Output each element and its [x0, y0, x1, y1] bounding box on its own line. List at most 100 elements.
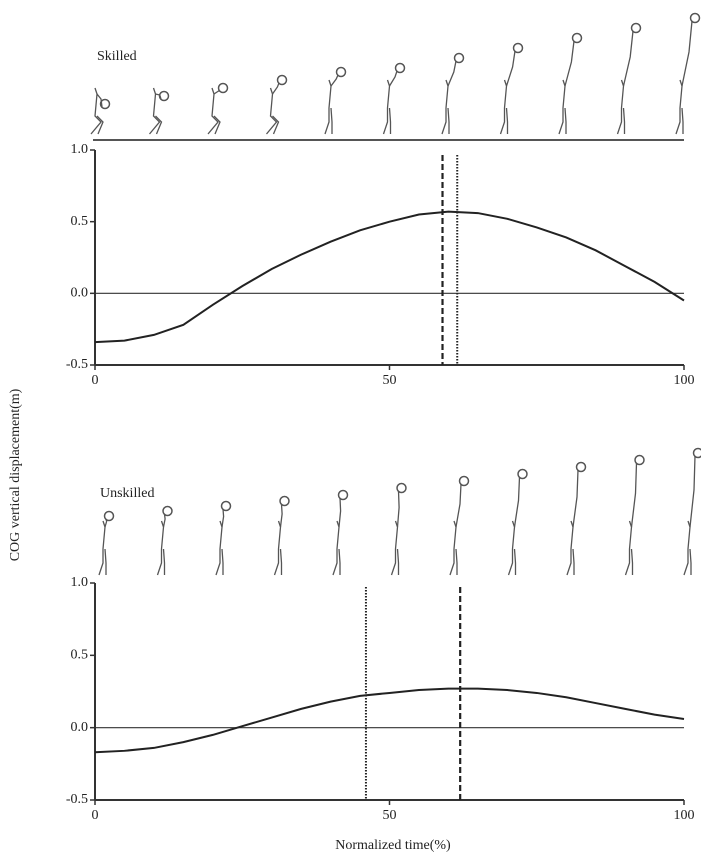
figure	[266, 87, 278, 135]
figure	[162, 513, 166, 528]
x-tick-label: 100	[674, 373, 695, 388]
ball	[394, 62, 406, 74]
x-tick-label: 100	[674, 808, 695, 823]
x-tick-label: 0	[92, 373, 99, 388]
figure	[98, 520, 106, 576]
figure	[271, 82, 280, 95]
ball	[335, 66, 347, 78]
figure	[221, 508, 225, 528]
ball	[630, 22, 642, 34]
figure	[689, 548, 692, 575]
figure	[616, 79, 625, 135]
figure	[96, 93, 103, 108]
ball	[103, 510, 115, 522]
figure	[455, 548, 458, 575]
figure	[388, 70, 398, 87]
figure	[447, 107, 450, 134]
ball	[220, 500, 232, 512]
figure	[338, 497, 342, 528]
x-tick-label: 50	[383, 373, 397, 388]
figure	[441, 79, 449, 135]
figure	[681, 20, 693, 87]
y-tick-label: 1.0	[71, 142, 89, 157]
figure	[675, 79, 683, 135]
data-line	[94, 687, 685, 754]
figure	[90, 87, 102, 135]
figure	[572, 469, 579, 528]
ball	[158, 90, 170, 102]
figure	[396, 490, 400, 528]
figure	[683, 520, 691, 576]
figure	[624, 520, 633, 576]
figure	[162, 548, 166, 575]
ball	[279, 495, 290, 507]
figure	[507, 520, 516, 576]
figure	[449, 520, 457, 576]
y-tick-label: -0.5	[66, 357, 88, 372]
figure	[388, 107, 392, 134]
figure	[221, 548, 224, 575]
ball	[517, 468, 528, 480]
figure	[155, 115, 163, 135]
figure	[149, 87, 161, 135]
figure	[622, 107, 626, 134]
figure	[273, 520, 282, 576]
figure	[382, 79, 391, 135]
y-tick-label: -0.5	[66, 792, 88, 807]
figure	[630, 548, 634, 575]
ball	[571, 32, 583, 44]
y-tick-label: 0.0	[71, 286, 89, 301]
figure	[513, 476, 521, 528]
figure	[447, 60, 457, 87]
y-tick-label: 0.5	[71, 214, 89, 229]
chart-title: Skilled	[97, 49, 137, 64]
ball	[99, 98, 111, 110]
figure	[272, 115, 280, 135]
figure	[396, 548, 400, 575]
ball	[634, 454, 645, 466]
ball	[337, 489, 349, 501]
figure	[689, 455, 696, 528]
figure	[279, 503, 283, 528]
figure	[156, 520, 165, 576]
figure	[96, 115, 104, 135]
figure	[558, 79, 566, 135]
figure	[330, 74, 339, 87]
figure	[499, 79, 508, 135]
figure	[455, 483, 462, 528]
ball	[692, 447, 701, 459]
ball	[453, 52, 465, 64]
chart-title: Unskilled	[100, 486, 154, 501]
y-tick-label: 0.5	[71, 648, 89, 663]
ball	[458, 475, 470, 487]
figure	[622, 30, 634, 87]
figure	[279, 548, 283, 575]
figure	[505, 107, 509, 134]
figure	[338, 548, 341, 575]
x-tick-label: 50	[383, 808, 397, 823]
ball	[689, 12, 701, 24]
ball	[512, 42, 524, 54]
ball	[276, 74, 288, 86]
figure	[513, 548, 517, 575]
figure	[330, 107, 333, 134]
x-tick-label: 0	[92, 808, 99, 823]
stick-figures	[90, 12, 701, 576]
figure	[104, 548, 107, 575]
figure	[505, 50, 516, 87]
ball	[396, 482, 407, 494]
figure	[630, 462, 638, 528]
figure	[566, 520, 574, 576]
figure	[324, 79, 332, 135]
figure	[390, 520, 399, 576]
ball	[162, 505, 173, 517]
figure	[213, 115, 221, 135]
figure	[332, 520, 340, 576]
y-axis-label: COG vertical displacement(m)	[8, 388, 23, 561]
figure	[215, 520, 223, 576]
y-tick-label: 1.0	[71, 575, 89, 590]
figure	[564, 107, 567, 134]
ball	[217, 82, 229, 94]
x-axis-label: Normalized time(%)	[335, 838, 451, 853]
